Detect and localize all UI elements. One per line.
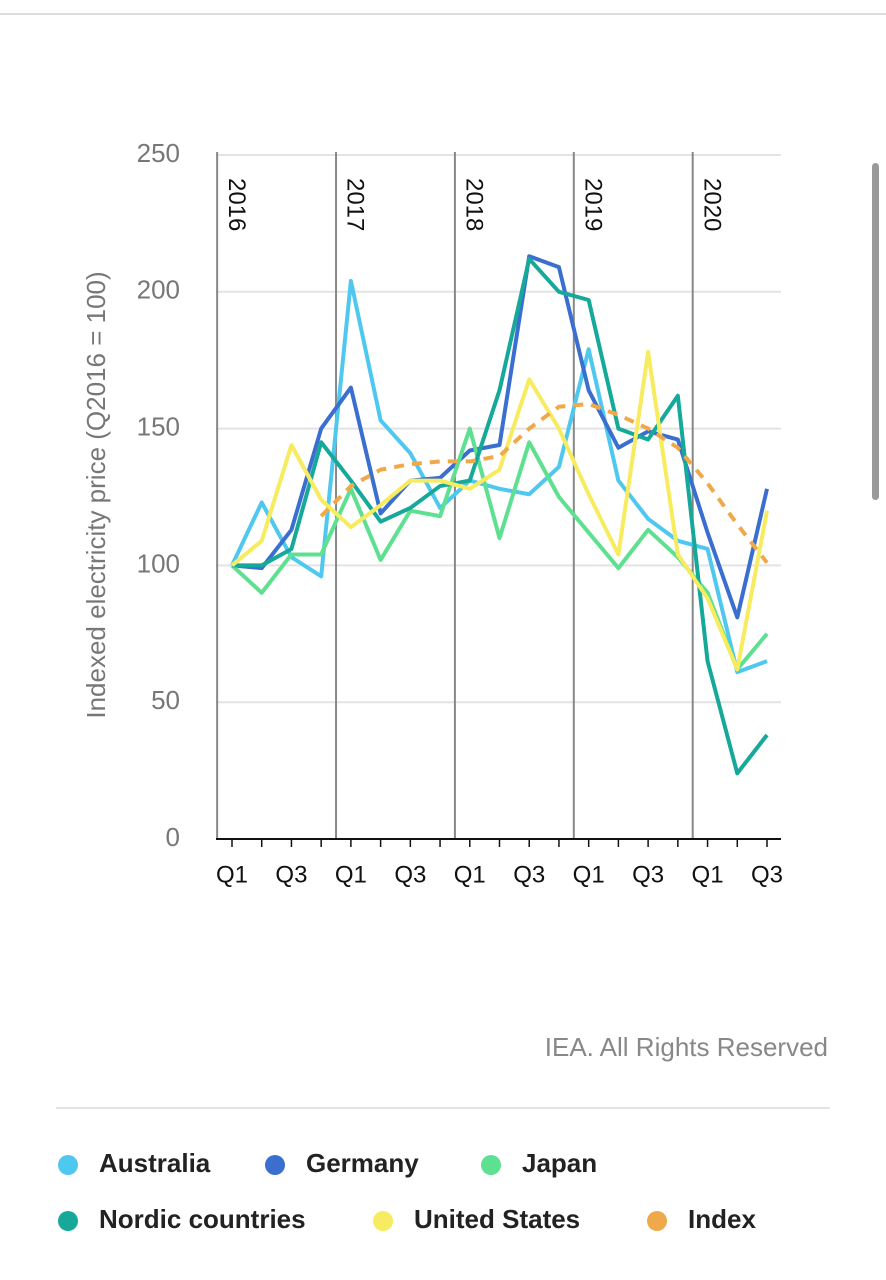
legend-swatch: [58, 1155, 78, 1175]
x-tick-label: Q3: [751, 861, 783, 888]
scrollbar[interactable]: [872, 163, 879, 500]
legend-swatch: [265, 1155, 285, 1175]
legend-item[interactable]: Nordic countries: [58, 1204, 306, 1234]
y-tick-label: 0: [166, 822, 180, 852]
x-tick-label: Q1: [573, 861, 605, 888]
plot: 0 50 100 150 200 250 2016 2017 2018 2019 2020 Q1 Q3 Q…: [137, 138, 783, 888]
year-label: 2019: [579, 178, 606, 231]
legend-label: Index: [688, 1204, 756, 1234]
y-tick-label: 250: [137, 138, 180, 168]
legend-item[interactable]: Germany: [265, 1148, 419, 1178]
y-tick-label: 200: [137, 275, 180, 305]
y-tick-label: 100: [137, 548, 180, 578]
legend-swatch: [647, 1211, 667, 1231]
y-tick-label: 50: [151, 685, 180, 715]
y-axis-label: Indexed electricity price (Q2016 = 100): [81, 271, 111, 718]
x-tick-label: Q1: [335, 861, 367, 888]
x-tick-label: Q1: [692, 861, 724, 888]
x-tick-label: Q1: [454, 861, 486, 888]
legend-item[interactable]: Japan: [481, 1148, 597, 1178]
legend-item[interactable]: Index: [647, 1204, 756, 1234]
legend-swatch: [481, 1155, 501, 1175]
series-line: [232, 256, 769, 776]
legend-swatch: [373, 1211, 393, 1231]
legend-label: Nordic countries: [99, 1204, 306, 1234]
credit: IEA. All Rights Reserved: [545, 1032, 828, 1062]
x-tick-label: Q3: [632, 861, 664, 888]
year-label: 2020: [698, 178, 725, 231]
series-line: [231, 254, 769, 620]
x-tick-label: Q1: [216, 861, 248, 888]
legend-label: United States: [414, 1204, 580, 1234]
legend-swatch: [58, 1211, 78, 1231]
legend: Australia Germany Japan Nordic countries Uni…: [58, 1148, 756, 1234]
series-line: [230, 349, 769, 672]
year-label: 2016: [223, 178, 250, 231]
series-line: [319, 401, 769, 564]
legend-label: Japan: [522, 1148, 597, 1178]
legend-item[interactable]: Australia: [58, 1148, 211, 1178]
x-tick-label: Q3: [394, 861, 426, 888]
x-tick-label: Q3: [275, 861, 307, 888]
year-label: 2018: [461, 178, 488, 231]
legend-item[interactable]: United States: [373, 1204, 580, 1234]
legend-label: Australia: [99, 1148, 211, 1178]
y-tick-label: 150: [137, 411, 180, 441]
year-label: 2017: [342, 178, 369, 231]
x-tick-label: Q3: [513, 861, 545, 888]
legend-label: Germany: [306, 1148, 419, 1178]
